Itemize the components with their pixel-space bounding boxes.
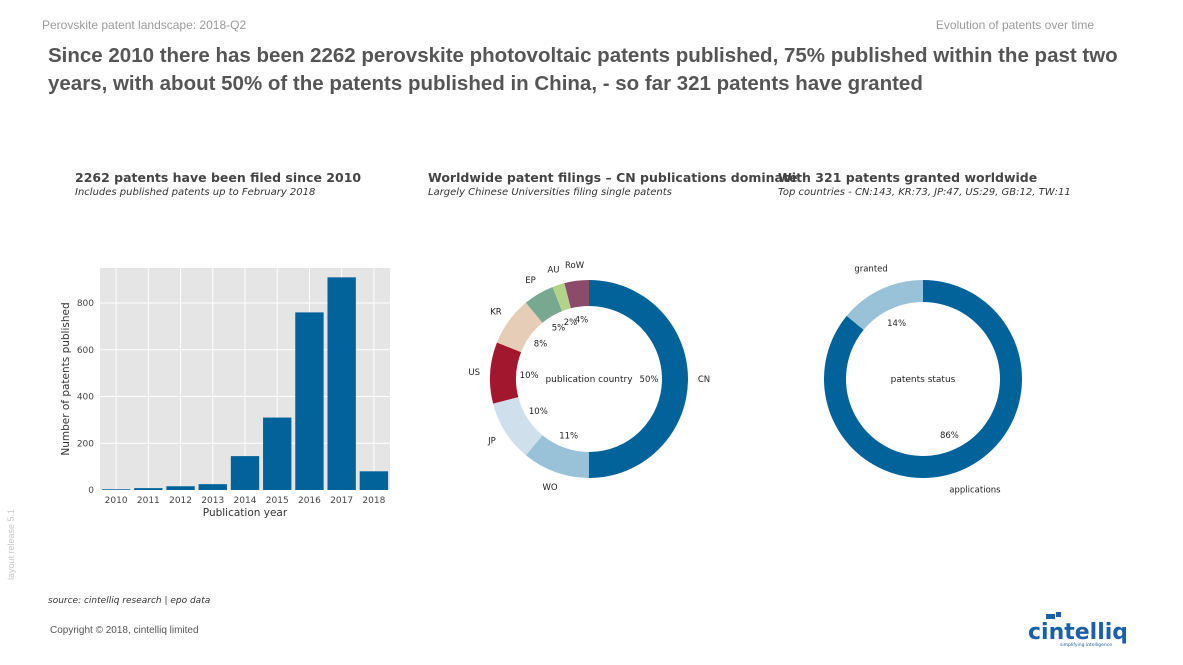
slice-ep (525, 286, 563, 323)
y-tick-label: 200 (77, 439, 94, 449)
y-tick-label: 0 (88, 486, 94, 496)
slice-percent: 10% (529, 407, 548, 417)
donut-slices (824, 280, 1022, 478)
bar-2017 (327, 277, 356, 490)
slice-labels: CN WO JP US KR EP AU RoW (468, 261, 710, 493)
bars (101, 277, 389, 490)
layout-release-label: layout release 5.1 (6, 508, 16, 580)
section-title: Evolution of patents over time (935, 18, 1094, 32)
bar-2018 (359, 471, 389, 490)
x-axis-label: Publication year (203, 507, 288, 519)
slice-percent: 11% (559, 431, 578, 441)
logo-mark (1046, 614, 1055, 619)
panel-1-title: 2262 patents have been filed since 2010 (75, 170, 362, 185)
y-axis-label: Number of patents published (60, 302, 72, 455)
slice-label: KR (490, 307, 502, 317)
bar-2016 (295, 312, 324, 490)
donut-center-label: publication country (545, 375, 633, 385)
slice-percent: 14% (887, 319, 906, 329)
panel-3-subtitle: Top countries - CN:143, KR:73, JP:47, US… (778, 187, 1071, 198)
logo-mark (1056, 612, 1061, 617)
x-tick-label: 2012 (169, 496, 192, 506)
bar-2013 (198, 484, 227, 490)
slice-percent: 86% (940, 431, 959, 441)
cintelliq-logo: cintelliq simplifying intelligence (1028, 612, 1126, 648)
logo-text: cintelliq (1028, 620, 1126, 645)
x-tick-label: 2015 (266, 496, 289, 506)
slice-labels: applications granted (854, 265, 1001, 495)
status-donut-chart: applications granted 86% 14% patents statu… (824, 265, 1022, 495)
slice-granted (846, 280, 923, 330)
slice-label: CN (698, 375, 710, 385)
slice-percent: 2% (564, 318, 578, 328)
slice-jp (493, 397, 543, 456)
slice-label: EP (525, 276, 536, 286)
slice-percent: 5% (552, 323, 566, 333)
slice-label: AU (547, 266, 559, 276)
bar-2014 (230, 456, 260, 490)
slice-percent-labels: 86% 14% (887, 319, 959, 441)
slice-cn (589, 280, 688, 478)
donut-slices (490, 280, 688, 478)
bar-2015 (263, 417, 292, 490)
panel-2-subtitle: Largely Chinese Universities filing sing… (428, 187, 672, 198)
donut-center-label: patents status (891, 375, 956, 385)
x-tick-label: 2010 (105, 496, 128, 506)
y-tick-label: 800 (77, 299, 94, 309)
slice-label: applications (949, 485, 1001, 495)
country-donut-chart: CN WO JP US KR EP AU RoW 50% 11% 10% 10% 8% 5%2%4% p… (468, 261, 710, 493)
panel-3-title: With 321 patents granted worldwide (778, 170, 1038, 185)
slice-percent: 8% (534, 340, 548, 350)
copyright: Copyright © 2018, cintelliq limited (50, 625, 199, 636)
x-tick-label: 2014 (234, 496, 257, 506)
bar-2012 (166, 486, 195, 490)
bar-2011 (134, 488, 163, 490)
slice-row (564, 280, 589, 309)
slice-percent: 50% (640, 375, 659, 385)
x-tick-label: 2017 (330, 496, 353, 506)
x-tick-label: 2018 (362, 496, 385, 506)
slice-percent-labels: 50% 11% 10% 10% 8% 5%2%4% (520, 315, 659, 441)
logo-tagline: simplifying intelligence (1060, 642, 1112, 648)
bar-2010 (101, 489, 131, 490)
report-title: Perovskite patent landscape: 2018-Q2 (42, 18, 247, 32)
y-tick-label: 600 (77, 346, 94, 356)
slice-label: RoW (565, 261, 585, 271)
x-tick-label: 2013 (201, 496, 224, 506)
x-tick-labels: 2010 2011 2012 2013 2014 2015 2016 2017 2018 (105, 496, 386, 506)
slice-kr (496, 302, 543, 353)
slice-label: granted (854, 265, 887, 275)
panel-2-title: Worldwide patent filings – CN publicatio… (428, 170, 798, 185)
slice-wo (525, 435, 589, 478)
slice-au (552, 283, 571, 312)
slice-label: JP (487, 437, 496, 447)
slice-label: WO (542, 483, 557, 493)
source-note: source: cintelliq research | epo data (48, 596, 211, 606)
x-tick-label: 2011 (137, 496, 160, 506)
slice-us (490, 342, 522, 404)
panel-1-subtitle: Includes published patents up to Februar… (75, 187, 316, 198)
headline: Since 2010 there has been 2262 perovskit… (48, 44, 1118, 95)
y-tick-labels: 0 200 400 600 800 (77, 299, 94, 496)
x-tick-label: 2016 (298, 496, 321, 506)
slice-percent: 4% (575, 315, 589, 325)
y-tick-label: 400 (77, 393, 94, 403)
slice-label: US (468, 368, 480, 378)
slice-percent: 10% (520, 371, 539, 381)
